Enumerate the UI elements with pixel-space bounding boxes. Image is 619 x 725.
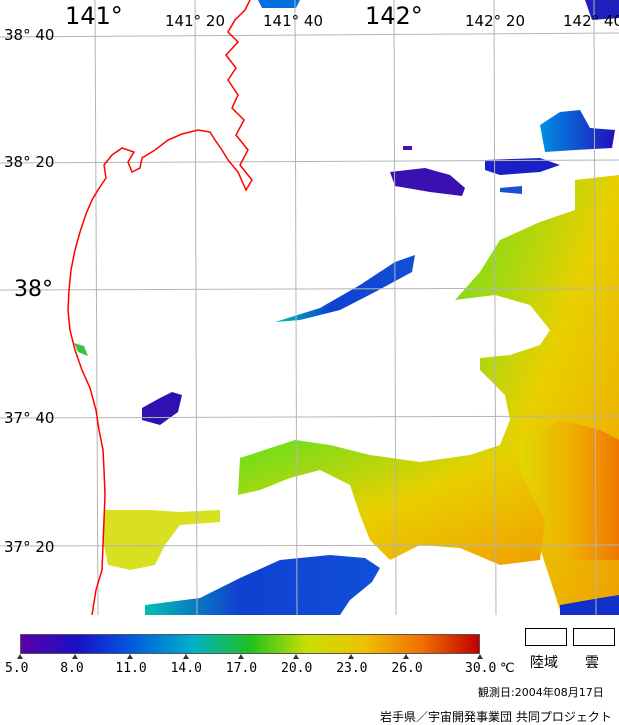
color-bar-tick [127, 654, 134, 659]
lon-label-142-20: 142° 20 [465, 12, 525, 30]
color-bar-tick [348, 654, 355, 659]
land-swatch [525, 628, 567, 646]
color-bar-tick-label: 8.0 [60, 661, 84, 676]
color-bar-tick-label: 17.0 [225, 661, 258, 676]
color-bar-tick [477, 654, 483, 659]
sst-patch [145, 555, 380, 615]
coastline [67, 0, 253, 615]
lon-label-141-40: 141° 40 [263, 12, 323, 30]
lat-label-38: 38° [14, 277, 53, 302]
sst-patch [103, 510, 220, 570]
sst-patch [485, 158, 560, 175]
land-label: 陸域 [530, 655, 558, 671]
sst-patch [275, 255, 415, 322]
temperature-color-bar [20, 634, 480, 654]
color-bar-tick-label: 20.0 [281, 661, 313, 676]
color-bar-tick [403, 654, 410, 659]
sst-patch [258, 0, 300, 8]
lon-label-141-20: 141° 20 [165, 12, 225, 30]
sst-patch [500, 186, 522, 194]
sst-patch [74, 343, 88, 356]
cloud-swatch [573, 628, 615, 646]
observation-date: 観測日:2004年08月17日 [478, 686, 604, 699]
unit-label: ℃ [500, 661, 515, 676]
cloud-label: 雲 [585, 655, 599, 671]
color-bar-tick-label: 11.0 [115, 661, 147, 676]
lat-label-37-40: 37° 40 [4, 409, 55, 427]
sst-patch [585, 0, 619, 20]
color-bar-tick [17, 654, 23, 659]
sst-patch [390, 168, 465, 196]
sst-data-layer [74, 0, 619, 615]
sea-surface-temperature-map [0, 0, 619, 615]
lat-label-38-40: 38° 40 [4, 26, 55, 44]
sst-patch [142, 392, 182, 425]
sst-patch [560, 595, 619, 615]
lon-label-141: 141° [65, 2, 123, 30]
sst-patch [520, 420, 619, 560]
sst-patch [540, 110, 615, 152]
color-bar-tick-label: 26.0 [391, 661, 423, 676]
credit-line: 岩手県／宇宙開発事業団 共同プロジェクト [380, 710, 612, 724]
color-bar-tick-label: 14.0 [170, 661, 202, 676]
lon-label-142: 142° [365, 2, 423, 30]
color-bar-tick-label: 30.0 [465, 661, 497, 676]
color-bar-tick [237, 654, 244, 659]
color-bar-tick [72, 654, 79, 659]
lat-label-38-20: 38° 20 [4, 153, 55, 171]
color-bar-tick-label: 5.0 [5, 661, 29, 676]
color-bar-tick [293, 654, 299, 659]
color-bar-tick [182, 654, 189, 659]
color-bar-tick-label: 23.0 [336, 661, 368, 676]
sst-patch [238, 440, 545, 565]
lon-label-142-40: 142° 40 [563, 12, 619, 30]
lat-label-37-20: 37° 20 [4, 538, 55, 556]
sst-patch [403, 146, 412, 150]
